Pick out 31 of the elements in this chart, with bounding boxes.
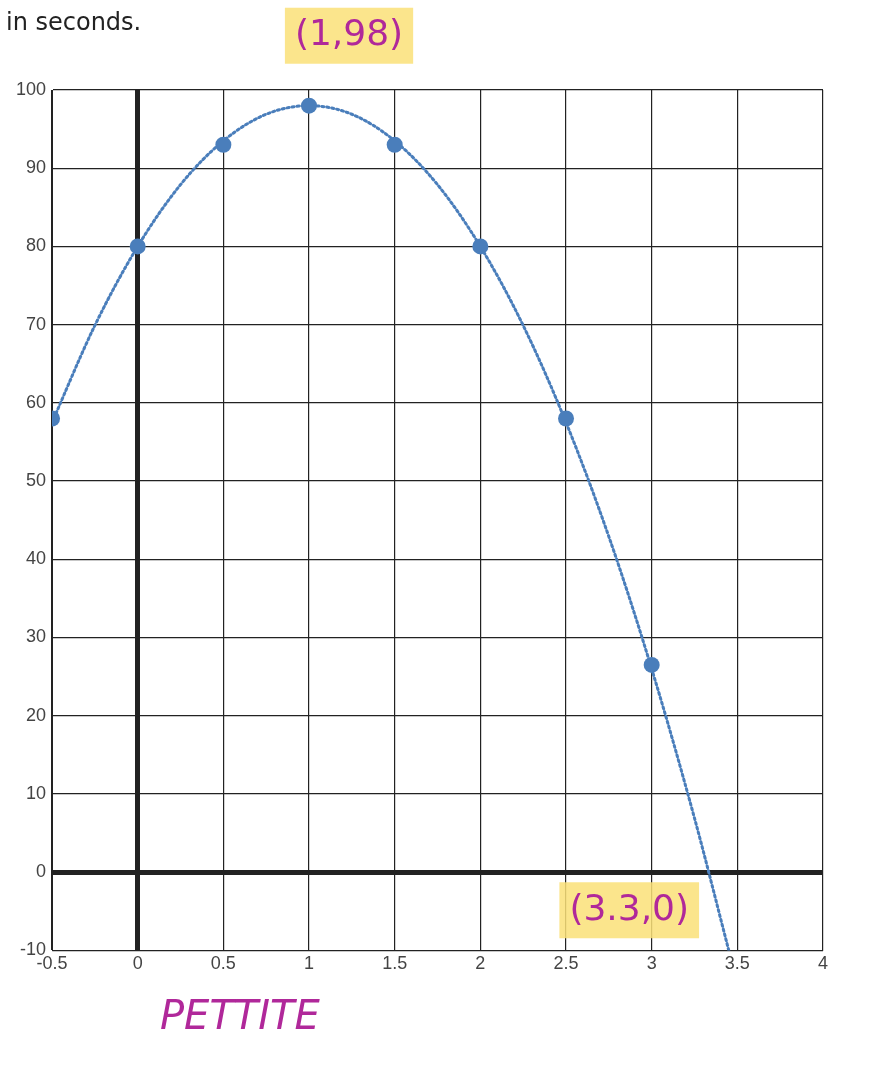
x-tick-label: 4 [817, 953, 829, 974]
y-tick-label: 40 [26, 548, 47, 569]
x-tick-label: 3.5 [724, 953, 750, 974]
y-tick-label: 50 [26, 470, 47, 491]
y-tick-label: 30 [26, 626, 47, 647]
text: in seconds. [6, 8, 142, 37]
point [472, 238, 489, 255]
y-tick-label: 10 [26, 782, 47, 803]
x-tick-label: 2.5 [553, 953, 579, 974]
y-tick-label: 20 [26, 704, 47, 725]
x-tick-label: 1 [304, 953, 315, 974]
y-tick-label: 60 [26, 391, 47, 412]
x-tick-label: 2 [475, 953, 486, 974]
y-tick-label: 80 [26, 235, 47, 256]
y-tick-label: 70 [26, 313, 47, 334]
y-tick-label: 100 [15, 78, 47, 99]
x-tick-label: 1.5 [382, 953, 408, 974]
y-tick-label: 0 [36, 861, 47, 882]
point [643, 656, 660, 673]
text: PETTITE [160, 991, 321, 1038]
x-tick-label: 3 [646, 953, 657, 974]
point [386, 136, 403, 153]
annotation: (1,98) [294, 12, 404, 53]
x-tick-label: 0 [132, 953, 143, 974]
point [215, 136, 232, 153]
x-tick-label: 0.5 [210, 953, 236, 974]
y-tick-label: 90 [26, 157, 47, 178]
point [301, 97, 318, 114]
point [129, 238, 146, 255]
point [558, 410, 575, 427]
annotation: (3.3,0) [569, 886, 690, 928]
